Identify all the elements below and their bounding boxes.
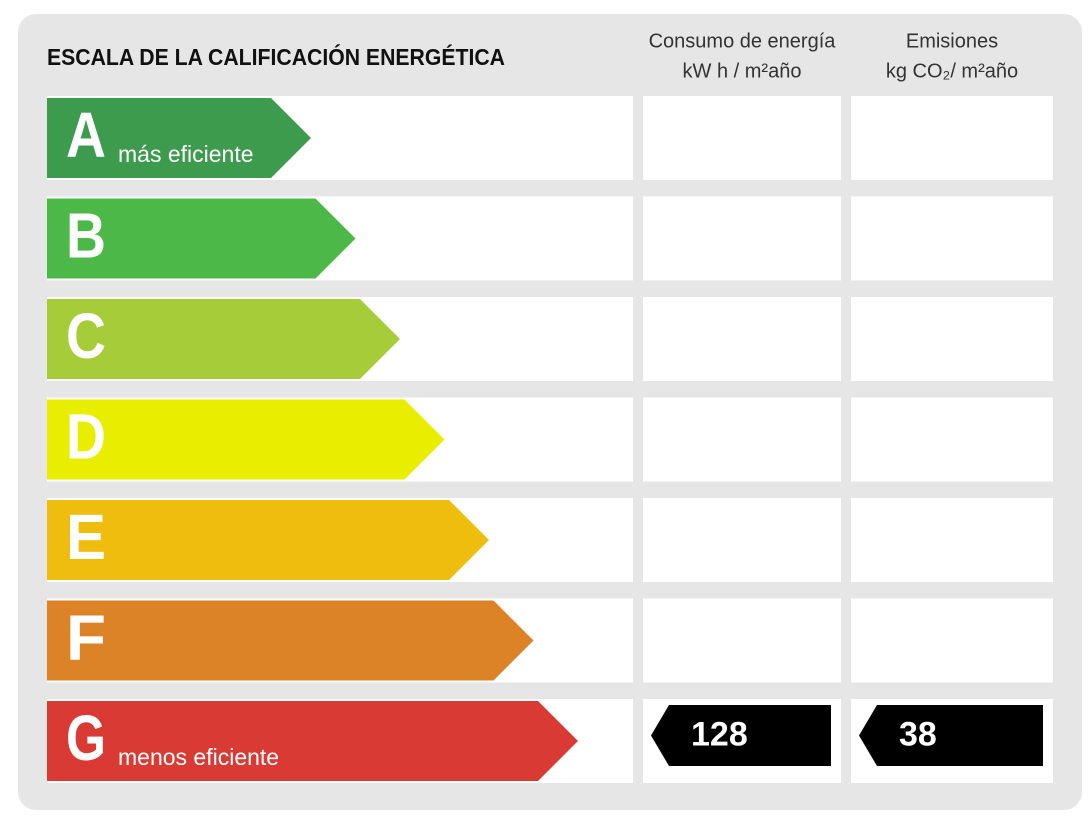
value-cell	[851, 196, 1053, 281]
rating-arrow	[47, 701, 578, 781]
title: ESCALA DE LA CALIFICACIÓN ENERGÉTICA	[47, 43, 505, 70]
rating-arrow	[47, 98, 311, 178]
rating-letter: E	[66, 501, 106, 573]
rating-arrow	[47, 198, 356, 279]
rating-letter: F	[66, 601, 106, 673]
value-cell	[851, 397, 1053, 482]
rating-arrow	[47, 299, 400, 379]
rating-arrow	[47, 500, 489, 580]
value-marker	[651, 705, 831, 766]
value-cell	[643, 598, 841, 683]
column-header: Emisiones	[906, 30, 998, 52]
rating-letter: D	[66, 400, 106, 472]
rating-letter: B	[66, 199, 106, 271]
value-cell	[851, 598, 1053, 683]
value-cell	[643, 498, 841, 582]
value-cell	[643, 96, 841, 180]
column-header: Consumo de energía	[649, 30, 837, 52]
value-text: 38	[899, 715, 937, 753]
value-marker	[859, 705, 1043, 766]
value-cell	[643, 196, 841, 281]
rating-label: menos eficiente	[118, 744, 279, 770]
column-unit: kW h / m²año	[683, 60, 802, 82]
rating-letter: A	[66, 99, 106, 171]
rating-arrow	[47, 399, 445, 480]
value-cell	[851, 297, 1053, 381]
column-unit: kg CO₂/ m²año	[886, 60, 1018, 82]
value-cell	[851, 498, 1053, 582]
value-cell	[851, 96, 1053, 180]
value-cell	[643, 397, 841, 482]
rating-arrow	[47, 600, 534, 681]
rating-label: más eficiente	[118, 141, 254, 167]
value-text: 128	[691, 715, 748, 753]
rating-letter: C	[66, 300, 106, 372]
value-cell	[643, 297, 841, 381]
rating-letter: G	[66, 702, 106, 774]
